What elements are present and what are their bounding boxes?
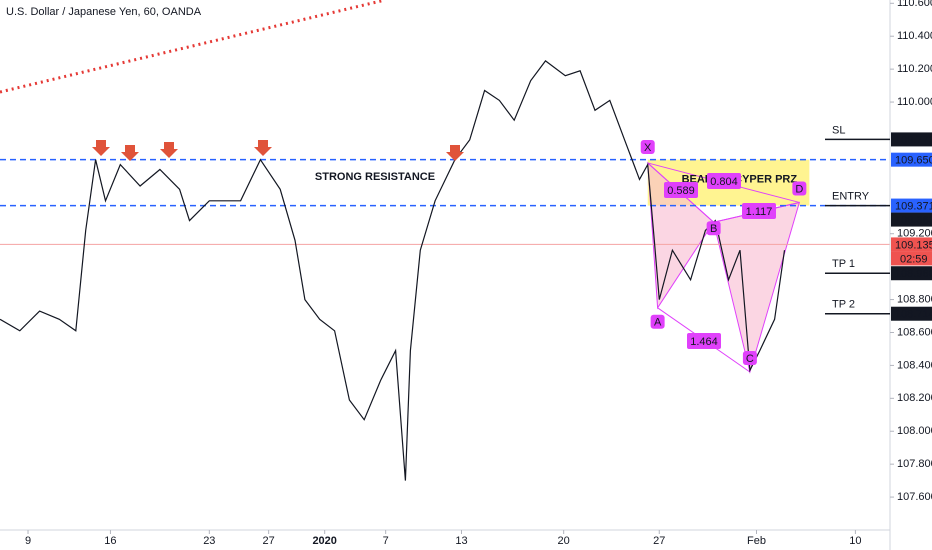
- x-tick-label: 27: [263, 535, 275, 547]
- y-tick-label: 107.800: [897, 458, 932, 470]
- pattern-point-label: B: [710, 223, 717, 235]
- y-tick-label: 108.600: [897, 326, 932, 338]
- price-tag-label: 109.650: [895, 155, 932, 167]
- pattern-point-label: A: [654, 317, 662, 329]
- chart-title: U.S. Dollar / Japanese Yen, 60, OANDA: [6, 6, 202, 18]
- pattern-point-label: D: [795, 183, 803, 195]
- y-tick-label: 108.800: [897, 293, 932, 305]
- arrow: [254, 140, 272, 156]
- x-tick-label: 7: [383, 535, 389, 547]
- y-tick-label: 107.600: [897, 491, 932, 503]
- price-tag: [891, 152, 932, 167]
- ratio-label: 0.589: [667, 185, 695, 197]
- x-tick-label: 27: [653, 535, 665, 547]
- pattern-point-label: C: [746, 353, 754, 365]
- y-tick-label: 110.200: [897, 63, 932, 75]
- ratio-label: 0.804: [710, 176, 738, 188]
- arrow: [92, 140, 110, 156]
- resistance-arrows: [92, 140, 464, 161]
- x-tick-label: 20: [558, 535, 570, 547]
- pattern-point: [742, 350, 757, 365]
- target-label: SL: [832, 124, 845, 136]
- price-tag-label: 109.135: [895, 239, 932, 251]
- price-tag: [891, 132, 932, 147]
- resistance-label: STRONG RESISTANCE: [315, 171, 435, 183]
- plot: [0, 60, 890, 481]
- x-tick-label: 16: [104, 535, 116, 547]
- price-tag: [891, 212, 932, 227]
- pattern-point: [706, 221, 721, 236]
- x-tick-label: 13: [455, 535, 467, 547]
- price-tag-label: 109.371: [895, 200, 932, 212]
- ratio-box: [742, 203, 776, 219]
- price-tag-label: 108.960: [895, 268, 932, 280]
- price-tag: [891, 198, 932, 213]
- price-tag-label: 108.714: [895, 309, 932, 321]
- ratio-label: 1.464: [690, 336, 718, 348]
- y-tick-label: 108.400: [897, 359, 932, 371]
- pattern-point: [792, 181, 807, 196]
- pattern-point: [640, 139, 655, 154]
- y-tick-label: 108.200: [897, 392, 932, 404]
- arrow: [160, 142, 178, 158]
- price-tag: [891, 306, 932, 321]
- price-line: [0, 60, 786, 481]
- ratio-label: 1.117: [746, 206, 773, 218]
- price-tag-label: 109.773: [895, 134, 932, 146]
- countdown: 02:59: [900, 253, 928, 265]
- y-tick-label: 110.400: [897, 30, 932, 42]
- x-tick-label: 10: [849, 535, 861, 547]
- pattern-point-label: X: [644, 142, 652, 154]
- y-tick-label: 109.200: [897, 228, 932, 240]
- x-tick-label: 23: [203, 535, 215, 547]
- x-tick-label: Feb: [747, 535, 766, 547]
- target-label: TP 1: [832, 258, 855, 270]
- ratio-box: [664, 182, 698, 198]
- y-tick-label: 108.000: [897, 425, 932, 437]
- x-tick-label: 9: [25, 535, 31, 547]
- x-tick-label: 2020: [312, 535, 336, 547]
- price-tag: [891, 237, 932, 252]
- target-label: ENTRY: [832, 190, 870, 202]
- ratio-box: [687, 333, 721, 349]
- arrow: [446, 145, 464, 161]
- y-tick-label: 110.000: [897, 96, 932, 108]
- countdown-box: [891, 251, 932, 266]
- target-label: TP 2: [832, 299, 855, 311]
- arrow: [121, 145, 139, 161]
- pattern-point: [650, 314, 665, 329]
- ratio-box: [707, 173, 741, 189]
- price-tag-label: 109.363: [895, 214, 932, 226]
- y-tick-label: 110.600: [897, 0, 932, 9]
- price-tag: [891, 266, 932, 281]
